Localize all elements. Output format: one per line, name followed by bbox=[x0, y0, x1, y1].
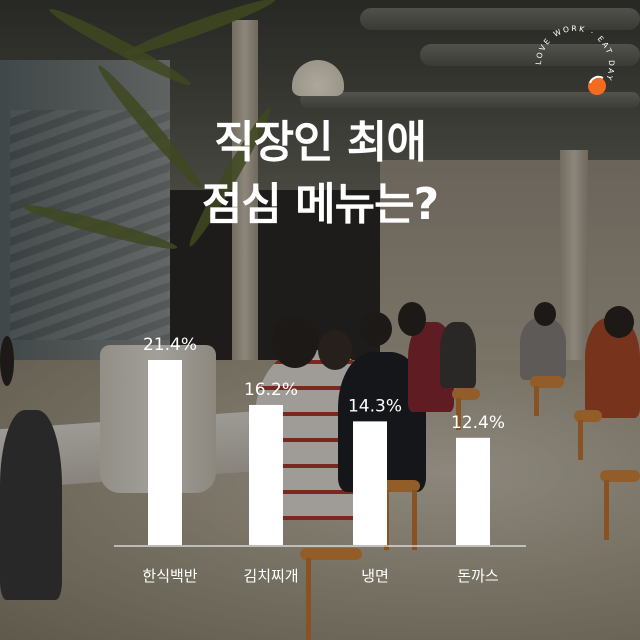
bar-4 bbox=[456, 437, 490, 545]
category-label-4: 돈까스 bbox=[457, 567, 499, 585]
bar-2 bbox=[249, 404, 283, 545]
value-label-2: 16.2% bbox=[244, 380, 298, 400]
headline-line-2: 점심 메뉴는? bbox=[201, 179, 439, 230]
bar-group: 21.4% 16.2% 14.3% 12.4% bbox=[143, 335, 505, 545]
category-label-1: 한식백반 bbox=[142, 567, 197, 585]
category-label-3: 냉면 bbox=[361, 567, 389, 585]
category-label-2: 김치찌개 bbox=[243, 567, 298, 585]
bar-3 bbox=[353, 421, 387, 545]
value-label-4: 12.4% bbox=[451, 413, 505, 433]
orange-circle-icon bbox=[588, 77, 606, 95]
value-label-1: 21.4% bbox=[143, 335, 197, 355]
category-label-group: 한식백반 김치찌개 냉면 돈까스 bbox=[142, 567, 498, 585]
value-label-3: 14.3% bbox=[348, 396, 402, 416]
headline-line-1: 직장인 최애 bbox=[214, 117, 427, 168]
headline: 직장인 최애 점심 메뉴는? bbox=[0, 112, 640, 236]
bite-mark-icon bbox=[589, 75, 604, 84]
bar-1 bbox=[148, 360, 182, 545]
brand-logo: LOVE WORK · EAT DAY · bbox=[534, 24, 614, 95]
